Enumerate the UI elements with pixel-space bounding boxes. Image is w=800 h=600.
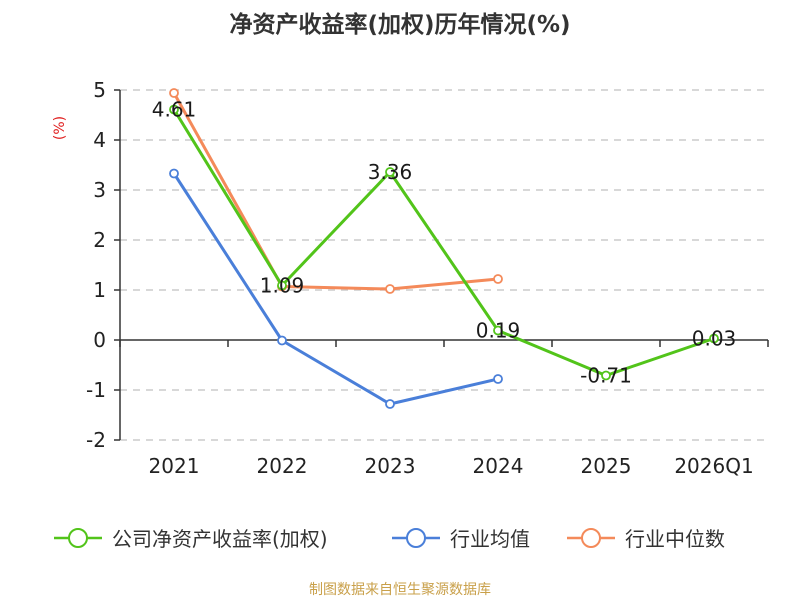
y-tick-label: 5 <box>93 78 106 102</box>
y-tick-label: 3 <box>93 178 106 202</box>
data-point <box>385 399 395 409</box>
y-tick-label: 0 <box>93 328 106 352</box>
series-group <box>169 88 719 409</box>
x-tick-label: 2021 <box>149 454 200 478</box>
source-note: 制图数据来自恒生聚源数据库 <box>309 582 491 598</box>
data-point <box>493 325 503 336</box>
data-point <box>385 167 395 177</box>
data-point <box>169 88 179 98</box>
y-tick-label: -1 <box>86 378 106 402</box>
x-tick-label: 2022 <box>257 454 308 478</box>
x-axis: 2021 2022 2023 2024 2025 2026Q1 <box>119 339 769 478</box>
series-line <box>172 92 499 291</box>
legend-label: 公司净资产收益率(加权) <box>112 527 328 551</box>
legend-label: 行业中位数 <box>625 527 725 551</box>
data-label: 4.61 <box>152 98 197 122</box>
data-point <box>709 333 719 344</box>
y-tick-label: -2 <box>86 428 106 452</box>
series-line <box>172 172 499 406</box>
data-point <box>169 104 179 115</box>
data-labels: 4.61 1.09 3.36 0.19 -0.71 0.03 <box>152 98 737 388</box>
chart-title: 净资产收益率(加权)历年情况(%) <box>229 11 570 38</box>
y-tick-label: 2 <box>93 228 106 252</box>
data-point <box>493 374 503 384</box>
data-label: 3.36 <box>368 160 413 184</box>
legend-marker <box>581 528 601 548</box>
x-tick-label: 2026Q1 <box>674 454 753 478</box>
data-point <box>277 335 287 346</box>
legend-marker <box>406 528 426 548</box>
data-label: 1.09 <box>260 274 305 298</box>
legend: 公司净资产收益率(加权) 行业均值 行业中位数 <box>54 527 725 551</box>
y-axis: 5 4 3 2 1 0 -1 -2 <box>86 78 121 452</box>
data-label: -0.71 <box>580 364 632 388</box>
y-axis-label: (%) <box>52 116 68 140</box>
series-line <box>172 108 715 377</box>
x-tick-label: 2024 <box>473 454 524 478</box>
data-label: 0.03 <box>692 327 737 351</box>
data-point <box>277 280 287 291</box>
data-point <box>493 274 503 284</box>
data-point <box>601 370 611 381</box>
legend-label: 行业均值 <box>450 527 530 551</box>
legend-marker <box>68 528 88 548</box>
x-tick-label: 2025 <box>581 454 632 478</box>
data-point <box>385 284 395 294</box>
y-tick-label: 1 <box>93 278 106 302</box>
y-tick-label: 4 <box>93 128 106 152</box>
gridlines <box>120 89 768 441</box>
data-point <box>169 168 179 179</box>
x-tick-label: 2023 <box>365 454 416 478</box>
data-label: 0.19 <box>476 319 521 343</box>
